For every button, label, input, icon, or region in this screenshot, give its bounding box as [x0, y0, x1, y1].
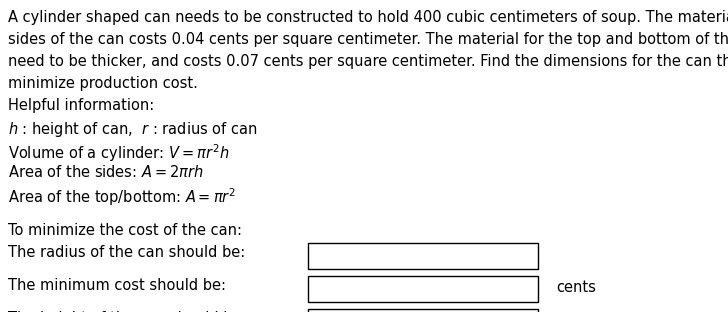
Text: The height of the can should be:: The height of the can should be: [8, 311, 247, 312]
Text: Area of the top/bottom: $A = \pi r^2$: Area of the top/bottom: $A = \pi r^2$ [8, 186, 236, 208]
Text: Helpful information:: Helpful information: [8, 98, 154, 113]
Text: A cylinder shaped can needs to be constructed to hold 400 cubic centimeters of s: A cylinder shaped can needs to be constr… [8, 10, 728, 25]
Text: $h$ : height of can,  $r$ : radius of can: $h$ : height of can, $r$ : radius of can [8, 120, 258, 139]
Text: Volume of a cylinder: $V = \pi r^2 h$: Volume of a cylinder: $V = \pi r^2 h$ [8, 142, 229, 164]
Text: Area of the sides: $A = 2\pi r h$: Area of the sides: $A = 2\pi r h$ [8, 164, 204, 180]
Text: The minimum cost should be:: The minimum cost should be: [8, 278, 226, 293]
Bar [308, 310, 538, 312]
Bar [308, 276, 538, 302]
Text: The radius of the can should be:: The radius of the can should be: [8, 246, 245, 261]
Bar [308, 243, 538, 269]
Text: To minimize the cost of the can:: To minimize the cost of the can: [8, 223, 242, 238]
Text: cents: cents [556, 280, 596, 295]
Text: sides of the can costs 0.04 cents per square centimeter. The material for the to: sides of the can costs 0.04 cents per sq… [8, 32, 728, 47]
Text: minimize production cost.: minimize production cost. [8, 76, 198, 91]
Text: need to be thicker, and costs 0.07 cents per square centimeter. Find the dimensi: need to be thicker, and costs 0.07 cents… [8, 54, 728, 69]
